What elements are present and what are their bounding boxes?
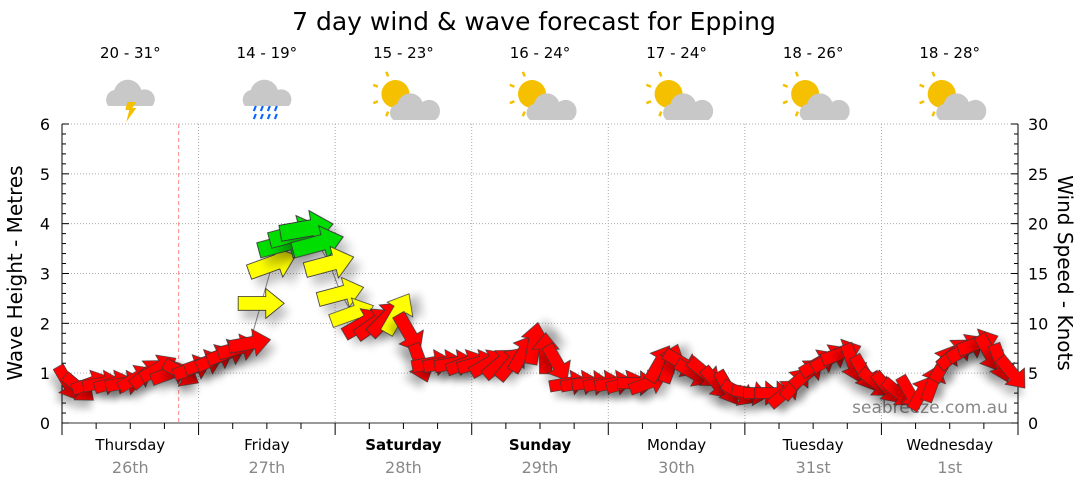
cloud-shape: [663, 93, 714, 120]
date-label: 1st: [937, 458, 962, 477]
temperature-range: 20 - 31°: [100, 44, 161, 62]
wind-arrow: [994, 353, 1026, 389]
rain-icon: [242, 79, 292, 120]
day-label: Tuesday: [782, 436, 844, 454]
sun-ray: [385, 71, 390, 77]
right-axis-label: Wind Speed - Knots: [1053, 175, 1077, 371]
temperature-range: 14 - 19°: [237, 44, 298, 62]
sun-ray: [931, 71, 936, 77]
rain-drop: [273, 105, 278, 112]
temperature-range: 18 - 28°: [919, 44, 980, 62]
sun-ray: [385, 111, 390, 117]
temperature-range: 15 - 23°: [373, 44, 434, 62]
date-label: 27th: [248, 458, 285, 477]
sun-ray: [782, 100, 789, 105]
chart-title: 7 day wind & wave forecast for Epping: [292, 7, 776, 36]
date-label: 31st: [796, 458, 831, 477]
partly-cloudy-icon: [509, 71, 577, 120]
right-tick-label: 20: [1028, 215, 1048, 234]
sun-ray: [509, 83, 515, 88]
left-tick-label: 6: [40, 115, 50, 134]
watermark: seabreeze.com.au: [852, 398, 1008, 418]
rain-drop: [273, 113, 278, 120]
wind-arrow: [227, 328, 272, 357]
cloud-shape: [389, 93, 441, 120]
day-label: Saturday: [365, 436, 442, 454]
wind-arrow: [302, 245, 355, 279]
wind-arrow: [520, 322, 550, 366]
left-tick-label: 2: [40, 314, 50, 333]
sun-ray: [645, 100, 652, 105]
thunderstorm-icon: [106, 79, 155, 122]
date-label: 30th: [658, 458, 695, 477]
sun-ray: [658, 71, 663, 77]
temperature-range: 18 - 26°: [783, 44, 844, 62]
axes: 0 1 2 3 4 5 6 0 5 10 15 20 25 30 Thursday 26th Friday 27t…: [40, 115, 1049, 477]
sun-ray: [521, 71, 526, 77]
sun-ray: [794, 71, 800, 77]
rain-drop: [266, 113, 271, 120]
sun-ray: [509, 100, 515, 105]
left-tick-label: 5: [40, 165, 50, 184]
sun-ray: [658, 111, 663, 117]
left-axis-label: Wave Height - Metres: [3, 165, 27, 380]
lightning-shape: [125, 102, 137, 122]
wind-arrow: [290, 225, 344, 260]
temperature-range: 17 - 24°: [646, 44, 707, 62]
right-tick-label: 15: [1028, 265, 1048, 284]
day-label: Monday: [647, 436, 706, 454]
temperature-range: 16 - 24°: [510, 44, 571, 62]
sun-ray: [782, 83, 789, 88]
daily-weather: 20 - 31° 14 - 19° 15 - 23° 16 - 24° 17 - 24°…: [100, 44, 987, 122]
date-label: 28th: [385, 458, 422, 477]
cloud-shape: [526, 93, 577, 120]
partly-cloudy-icon: [372, 71, 441, 120]
cloud-shape: [106, 79, 155, 106]
wind-arrow: [380, 293, 414, 337]
sun-ray: [919, 83, 925, 88]
right-tick-label: 0: [1028, 414, 1038, 433]
cloud-shape: [799, 93, 850, 120]
partly-cloudy-icon: [782, 71, 850, 120]
sun-ray: [794, 111, 800, 117]
left-tick-label: 0: [40, 414, 50, 433]
rain-drop: [252, 113, 257, 120]
date-label: 29th: [522, 458, 559, 477]
right-tick-label: 25: [1028, 165, 1048, 184]
sun-ray: [919, 100, 925, 105]
rain-drop: [259, 105, 264, 112]
right-tick-label: 10: [1028, 314, 1048, 333]
left-tick-label: 4: [40, 215, 50, 234]
right-tick-label: 5: [1028, 364, 1038, 383]
sun-ray: [372, 100, 379, 105]
wind-arrow: [541, 342, 571, 382]
day-label: Wednesday: [906, 436, 993, 454]
wind-arrows: [52, 209, 1026, 413]
right-tick-label: 30: [1028, 115, 1048, 134]
cloud-shape: [936, 93, 987, 120]
rain-drop: [252, 105, 257, 112]
left-tick-label: 3: [40, 265, 50, 284]
sun-ray: [931, 111, 936, 117]
wind-arrow: [237, 287, 285, 320]
rain-drop: [259, 113, 264, 120]
date-label: 26th: [112, 458, 149, 477]
left-tick-label: 1: [40, 364, 50, 383]
sun-ray: [645, 83, 652, 88]
partly-cloudy-icon: [645, 71, 714, 120]
day-label: Friday: [244, 436, 290, 454]
sun-ray: [521, 111, 526, 117]
sun-ray: [372, 83, 379, 88]
cloud-shape: [242, 79, 292, 106]
partly-cloudy-icon: [919, 71, 987, 120]
rain-drop: [266, 105, 271, 112]
day-label: Thursday: [94, 436, 165, 454]
day-label: Sunday: [509, 436, 572, 454]
